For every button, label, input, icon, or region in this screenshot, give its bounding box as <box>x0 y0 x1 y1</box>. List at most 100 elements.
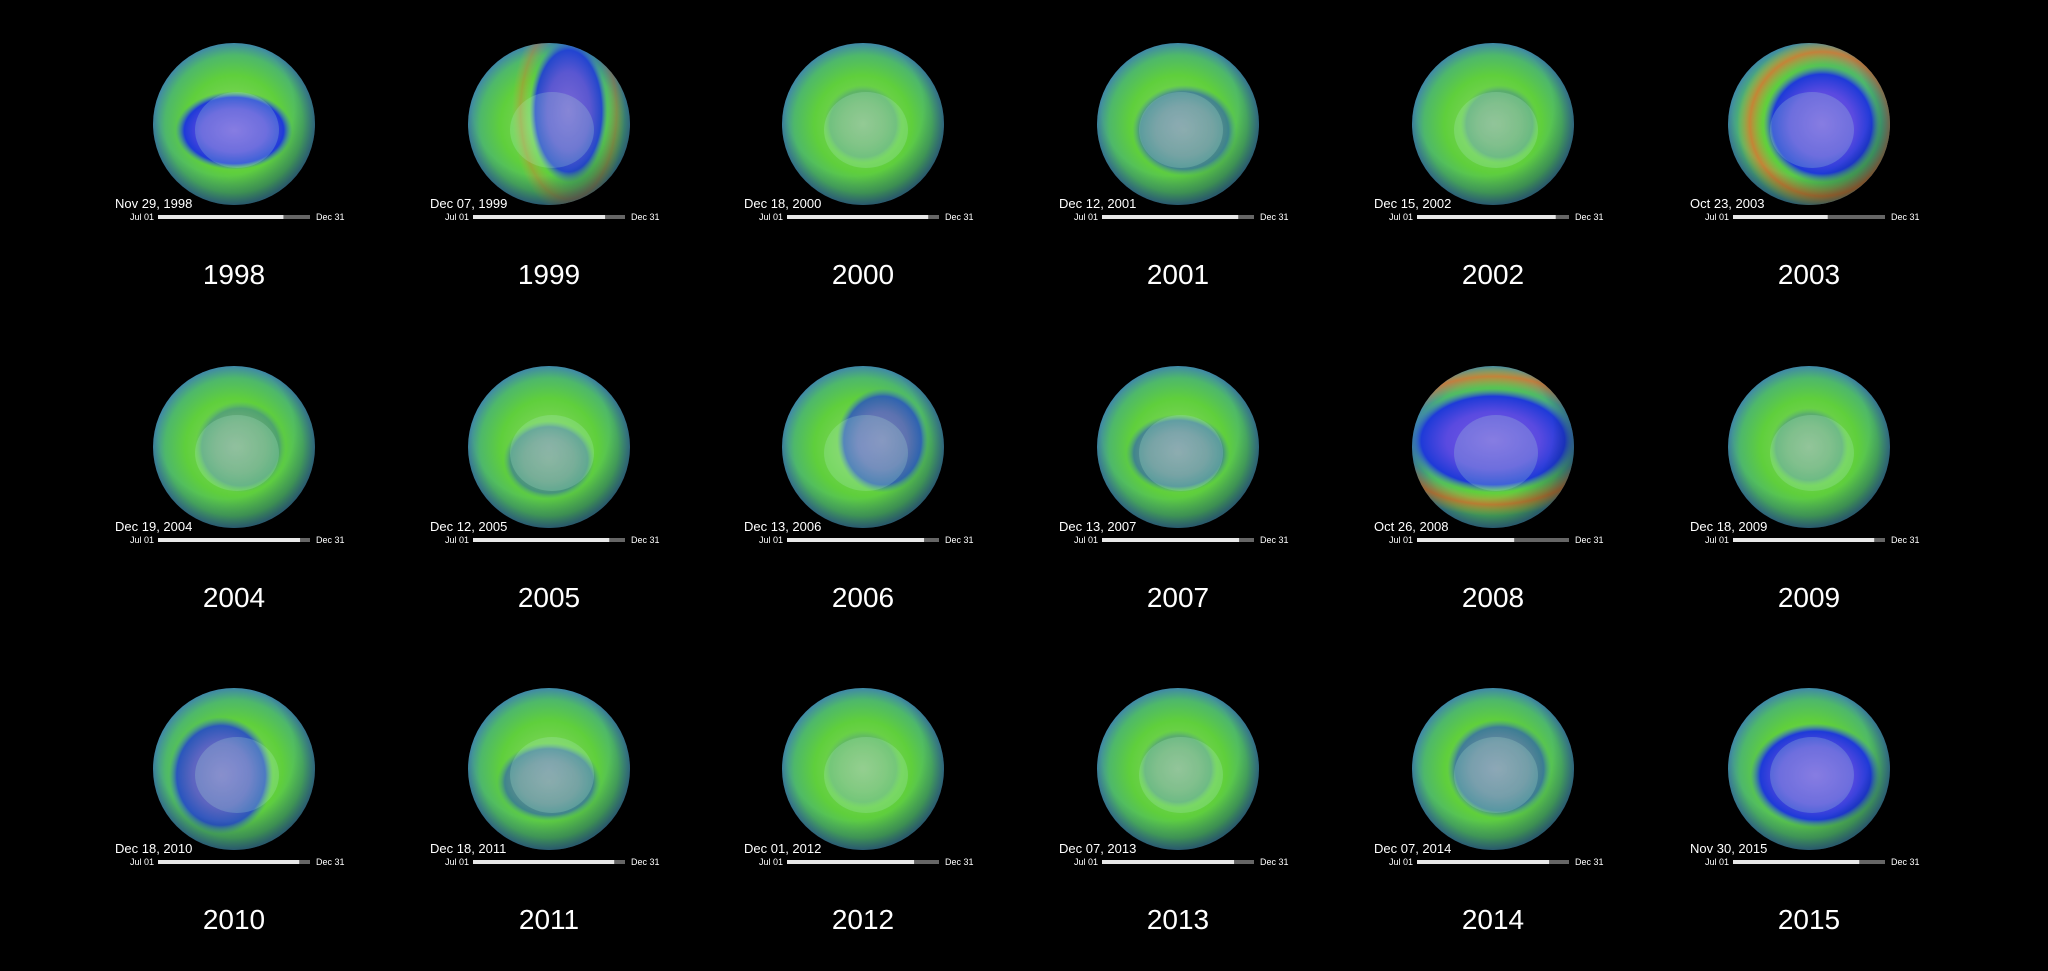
globe-shade <box>1097 366 1259 528</box>
globe-shade <box>468 688 630 850</box>
end-label: Dec 31 <box>1891 857 1920 867</box>
year-label: 2014 <box>1462 904 1524 935</box>
end-label: Dec 31 <box>316 857 345 867</box>
year-label: 2004 <box>203 582 265 613</box>
start-label: Jul 01 <box>1074 535 1098 545</box>
start-label: Jul 01 <box>759 535 783 545</box>
date-label: Oct 26, 2008 <box>1374 519 1448 534</box>
end-label: Dec 31 <box>1260 212 1289 222</box>
globe-shade <box>468 43 630 205</box>
date-label: Dec 13, 2007 <box>1059 519 1136 534</box>
progress-fill <box>1102 215 1239 219</box>
globe-shade <box>1728 366 1890 528</box>
end-label: Dec 31 <box>316 535 345 545</box>
date-label: Dec 15, 2002 <box>1374 196 1451 211</box>
date-label: Dec 18, 2009 <box>1690 519 1767 534</box>
progress-fill <box>473 538 610 542</box>
year-label: 2000 <box>832 259 894 290</box>
year-label: 2002 <box>1462 259 1524 290</box>
year-label: 2012 <box>832 904 894 935</box>
start-label: Jul 01 <box>130 212 154 222</box>
progress-fill <box>158 860 300 864</box>
date-label: Dec 12, 2005 <box>430 519 507 534</box>
date-label: Dec 07, 2014 <box>1374 841 1451 856</box>
date-label: Dec 07, 1999 <box>430 196 507 211</box>
progress-fill <box>158 538 301 542</box>
progress-fill <box>1102 860 1235 864</box>
start-label: Jul 01 <box>445 212 469 222</box>
globe-shade <box>782 688 944 850</box>
progress-fill <box>473 860 615 864</box>
globe-shade <box>1097 688 1259 850</box>
date-label: Dec 07, 2013 <box>1059 841 1136 856</box>
globe-shade <box>468 366 630 528</box>
year-label: 2009 <box>1778 582 1840 613</box>
end-label: Dec 31 <box>945 535 974 545</box>
progress-fill <box>787 860 915 864</box>
year-label: 2005 <box>518 582 580 613</box>
date-label: Dec 19, 2004 <box>115 519 192 534</box>
start-label: Jul 01 <box>130 857 154 867</box>
date-label: Dec 18, 2000 <box>744 196 821 211</box>
date-label: Nov 29, 1998 <box>115 196 192 211</box>
progress-fill <box>1733 538 1875 542</box>
progress-fill <box>1733 215 1828 219</box>
start-label: Jul 01 <box>445 535 469 545</box>
globe-shade <box>782 43 944 205</box>
year-label: 2006 <box>832 582 894 613</box>
end-label: Dec 31 <box>1891 535 1920 545</box>
year-label: 1999 <box>518 259 580 290</box>
year-label: 2008 <box>1462 582 1524 613</box>
year-label: 2001 <box>1147 259 1209 290</box>
start-label: Jul 01 <box>1074 212 1098 222</box>
globe-shade <box>1728 43 1890 205</box>
progress-fill <box>473 215 606 219</box>
date-label: Dec 01, 2012 <box>744 841 821 856</box>
start-label: Jul 01 <box>759 857 783 867</box>
globe-shade <box>1728 688 1890 850</box>
globe-shade <box>1412 366 1574 528</box>
progress-fill <box>1417 860 1550 864</box>
progress-fill <box>787 538 925 542</box>
year-label: 2003 <box>1778 259 1840 290</box>
start-label: Jul 01 <box>1705 857 1729 867</box>
year-label: 2015 <box>1778 904 1840 935</box>
end-label: Dec 31 <box>1575 212 1604 222</box>
progress-fill <box>1417 538 1515 542</box>
date-label: Dec 18, 2011 <box>430 841 506 856</box>
end-label: Dec 31 <box>945 857 974 867</box>
globe-shade <box>1097 43 1259 205</box>
end-label: Dec 31 <box>1575 857 1604 867</box>
globe-shade <box>782 366 944 528</box>
progress-fill <box>1733 860 1860 864</box>
year-label: 2007 <box>1147 582 1209 613</box>
end-label: Dec 31 <box>316 212 345 222</box>
date-label: Nov 30, 2015 <box>1690 841 1767 856</box>
globe-shade <box>1412 43 1574 205</box>
start-label: Jul 01 <box>130 535 154 545</box>
globe-shade <box>1412 688 1574 850</box>
end-label: Dec 31 <box>1891 212 1920 222</box>
globe-shade <box>153 366 315 528</box>
end-label: Dec 31 <box>1260 857 1289 867</box>
start-label: Jul 01 <box>1389 535 1413 545</box>
end-label: Dec 31 <box>945 212 974 222</box>
start-label: Jul 01 <box>1389 212 1413 222</box>
